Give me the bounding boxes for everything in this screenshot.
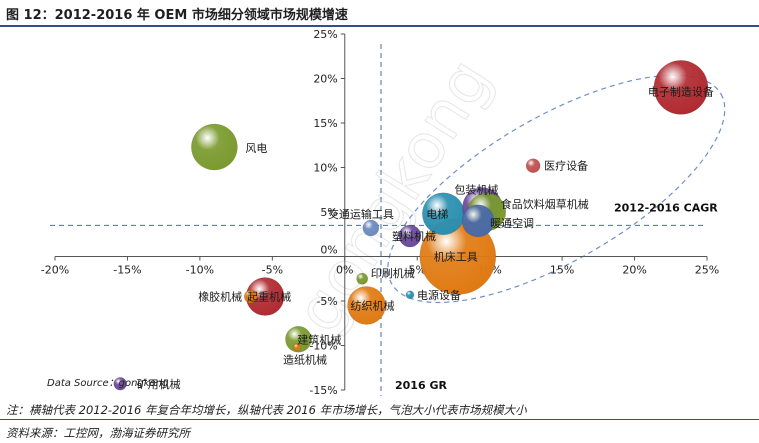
bubble-label: 起重机械 xyxy=(247,290,291,304)
y-tick-label: -5% xyxy=(316,295,337,308)
bubble-label: 食品饮料烟草机械 xyxy=(501,197,589,211)
bubble-label: 暖通空调 xyxy=(490,216,534,230)
bubble-label: 电梯 xyxy=(426,208,448,221)
x-tick-label: -5% xyxy=(262,264,283,277)
y-tick-label: 15% xyxy=(313,117,337,130)
bubble-电源设备 xyxy=(405,290,415,300)
bubble-矿用机械 xyxy=(113,377,127,391)
y-tick-label: 0% xyxy=(320,244,337,257)
figure-title: 图 12：2012-2016 年 OEM 市场细分领域市场规模增速 xyxy=(6,8,348,23)
y-tick-label: 5% xyxy=(320,206,337,219)
y-tick-label: 10% xyxy=(313,162,337,175)
bubble-label: 印刷机械 xyxy=(371,266,415,280)
bubble-造纸机械 xyxy=(293,343,301,352)
y-tick-label: 25% xyxy=(313,28,337,41)
bubble-label: 矿用机械 xyxy=(137,377,181,391)
bubble-chart: gongkong -20%-15%-10%-5%0%5%10%15%20%25%… xyxy=(41,28,726,397)
bubble-纺织机械 xyxy=(347,286,386,325)
x-tick-label: 25% xyxy=(695,264,719,277)
bubble-label: 交通运输工具 xyxy=(328,207,394,221)
bubble-label: 电子制造设备 xyxy=(648,84,714,98)
x-axis-title: 2012-2016 CAGR xyxy=(614,201,718,214)
x-tick-label: 20% xyxy=(622,264,646,277)
x-tick-label: 0% xyxy=(336,264,353,277)
x-tick-label: -20% xyxy=(41,264,69,277)
bubble-暖通空调 xyxy=(461,204,495,238)
bubble-交通运输工具 xyxy=(362,219,380,237)
title-rule xyxy=(0,25,759,27)
bubble-label: 医疗设备 xyxy=(544,159,588,173)
bubble-医疗设备 xyxy=(525,158,541,174)
y-tick-label: 20% xyxy=(313,73,337,86)
highlight-ellipse xyxy=(387,74,726,304)
y-tick-label: -15% xyxy=(309,384,337,397)
chart-note: 注：横轴代表 2012-2016 年复合年均增长，纵轴代表 2016 年市场增长… xyxy=(6,403,527,417)
chart-source: 资料来源：工控网，渤海证券研究所 xyxy=(6,426,190,440)
bubble-label: 建筑机械 xyxy=(297,332,341,346)
y-tick-label: -10% xyxy=(309,340,337,353)
bubble-label: 电源设备 xyxy=(417,288,461,302)
data-source-label: Data Source：gongkong xyxy=(47,378,168,389)
bubble-label: 机床工具 xyxy=(434,250,478,264)
bubble-电子制造设备 xyxy=(653,60,709,115)
bubble-label: 橡胶机械 xyxy=(198,290,242,304)
x-tick-label: 15% xyxy=(550,264,574,277)
bubble-橡胶机械 xyxy=(243,289,258,304)
bubble-印刷机械 xyxy=(356,272,369,285)
bubble-建筑机械 xyxy=(285,325,312,353)
x-tick-label: -15% xyxy=(113,264,141,277)
bubble-label: 塑料机械 xyxy=(392,229,436,243)
bubble-风电 xyxy=(191,123,238,171)
bubble-塑料机械 xyxy=(398,224,422,248)
y-axis-title: 2016 GR xyxy=(395,379,447,392)
bubble-label: 风电 xyxy=(245,142,267,155)
bubble-label: 造纸机械 xyxy=(283,352,327,366)
x-tick-label: -10% xyxy=(186,264,214,277)
footer-rule xyxy=(0,419,759,420)
bubble-label: 包装机械 xyxy=(454,183,498,197)
bubble-label: 纺织机械 xyxy=(351,298,395,312)
